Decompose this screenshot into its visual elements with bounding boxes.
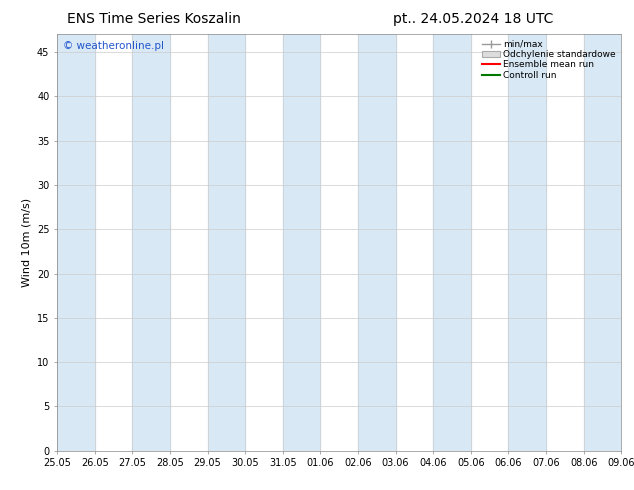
Bar <box>57 34 94 451</box>
Bar <box>433 34 471 451</box>
Bar <box>207 34 245 451</box>
Text: pt.. 24.05.2024 18 UTC: pt.. 24.05.2024 18 UTC <box>393 12 553 26</box>
Text: © weatheronline.pl: © weatheronline.pl <box>63 41 164 50</box>
Bar <box>133 34 170 451</box>
Bar <box>508 34 546 451</box>
Bar <box>358 34 396 451</box>
Text: ENS Time Series Koszalin: ENS Time Series Koszalin <box>67 12 241 26</box>
Bar <box>283 34 320 451</box>
Bar <box>584 34 621 451</box>
Y-axis label: Wind 10m (m/s): Wind 10m (m/s) <box>22 198 31 287</box>
Legend: min/max, Odchylenie standardowe, Ensemble mean run, Controll run: min/max, Odchylenie standardowe, Ensembl… <box>478 36 619 83</box>
